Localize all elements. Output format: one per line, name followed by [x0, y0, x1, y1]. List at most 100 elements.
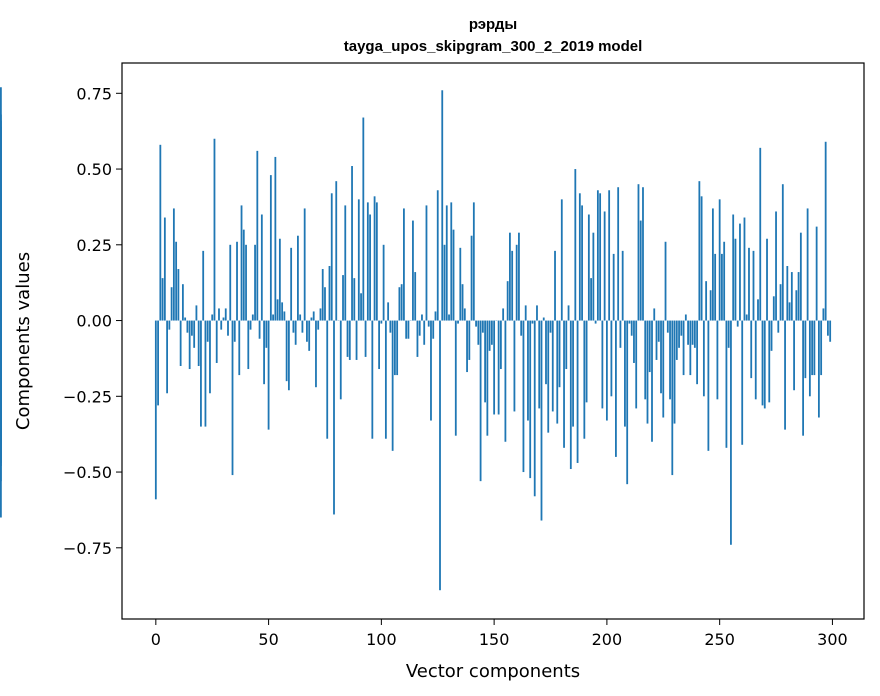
bar-143 — [477, 320, 480, 345]
bar-266 — [754, 320, 757, 400]
bar-240 — [696, 320, 698, 385]
bar-101 — [382, 244, 385, 321]
bar-184 — [569, 320, 572, 470]
chart-subtitle: tayga_upos_skipgram_300_2_2019 model — [344, 38, 643, 55]
bar-149 — [490, 320, 493, 345]
bar-50 — [267, 320, 270, 430]
bar-97 — [373, 196, 376, 321]
bar-251 — [721, 253, 723, 321]
bar-187 — [576, 320, 579, 463]
bar-166 — [529, 320, 532, 479]
y-tick-label: 0.25 — [76, 236, 112, 255]
bar-285 — [797, 272, 800, 321]
y-tick-label: −0.50 — [63, 463, 112, 482]
bar-14 — [186, 320, 189, 333]
bar-181 — [563, 320, 565, 448]
bar-176 — [551, 320, 554, 412]
bar-64 — [299, 314, 302, 321]
bar-116 — [416, 320, 419, 357]
bar-89 — [355, 320, 358, 360]
bar-111 — [405, 320, 408, 339]
bar-249 — [716, 320, 719, 400]
bar-138 — [466, 320, 468, 373]
bar-91 — [360, 293, 362, 321]
bar-192 — [587, 214, 590, 321]
bar-107 — [396, 320, 399, 376]
bar-178 — [556, 320, 559, 424]
bar-223 — [657, 320, 660, 342]
bar-54 — [276, 299, 279, 321]
bar-194 — [592, 232, 595, 321]
bar-246 — [709, 290, 712, 321]
bar-19 — [197, 320, 200, 366]
bar-182 — [565, 320, 568, 370]
bar-168 — [533, 320, 536, 497]
bar-253 — [725, 320, 728, 448]
bar-295 — [820, 320, 823, 376]
bar-179 — [558, 320, 561, 388]
bar-209 — [626, 320, 629, 485]
bar-120 — [425, 205, 428, 321]
bar-31 — [224, 308, 227, 321]
bar-214 — [637, 184, 640, 321]
bar-128 — [443, 244, 446, 321]
bar-258 — [736, 320, 739, 327]
bar-234 — [682, 320, 685, 376]
bar-146 — [484, 320, 486, 403]
bar-140 — [470, 235, 473, 321]
bar-103 — [387, 302, 390, 321]
bar-142 — [475, 320, 477, 327]
bar-55 — [278, 238, 281, 321]
bar-69 — [310, 317, 313, 321]
bar-219 — [648, 320, 651, 373]
bar-205 — [617, 187, 620, 321]
bar-277 — [779, 284, 782, 321]
bar-62 — [294, 320, 297, 345]
bar-172 — [542, 317, 545, 321]
bar-161 — [518, 232, 520, 321]
bar-274 — [772, 296, 775, 321]
bar-273 — [770, 320, 773, 351]
bar-225 — [662, 320, 665, 418]
bar-286 — [799, 232, 802, 321]
bar-188 — [578, 193, 581, 321]
bar-257 — [734, 238, 737, 321]
bar-37 — [238, 320, 241, 376]
bar-57 — [283, 311, 286, 321]
bar-222 — [655, 320, 658, 360]
bar-204 — [615, 320, 617, 457]
bar-164 — [524, 305, 527, 321]
bar-27 — [215, 320, 218, 363]
bar-98 — [375, 202, 378, 321]
x-tick-label: 250 — [704, 630, 735, 649]
bar-293 — [815, 226, 818, 321]
bar-126 — [439, 320, 441, 591]
bar-5 — [166, 320, 168, 394]
bar-211 — [630, 320, 633, 336]
y-axis-ticks: −0.75 −0.50 −0.25 0.00 0.25 0.50 0.75 — [63, 84, 122, 558]
bar-133 — [454, 320, 457, 436]
y-tick-label: 0.00 — [76, 312, 112, 331]
bar-110 — [403, 208, 405, 321]
bar-289 — [806, 208, 809, 321]
bar-0 — [154, 320, 157, 500]
bar-247 — [711, 208, 714, 321]
x-tick-label: 150 — [479, 630, 510, 649]
bar-252 — [723, 241, 726, 321]
bar-53 — [274, 156, 277, 321]
bar-276 — [777, 320, 780, 333]
bar-70 — [312, 311, 315, 321]
bar-269 — [761, 320, 764, 406]
bar-17 — [193, 320, 196, 348]
bar-175 — [549, 320, 552, 333]
bar-65 — [301, 320, 304, 333]
bar-157 — [509, 232, 511, 321]
bar-213 — [635, 320, 638, 409]
bar-245 — [707, 320, 710, 451]
bar-155 — [504, 320, 507, 442]
bar-250 — [718, 199, 721, 321]
bar-264 — [750, 320, 753, 379]
y-axis-label: Components values — [13, 252, 34, 430]
bar-261 — [743, 217, 746, 321]
bar-119 — [423, 320, 426, 345]
